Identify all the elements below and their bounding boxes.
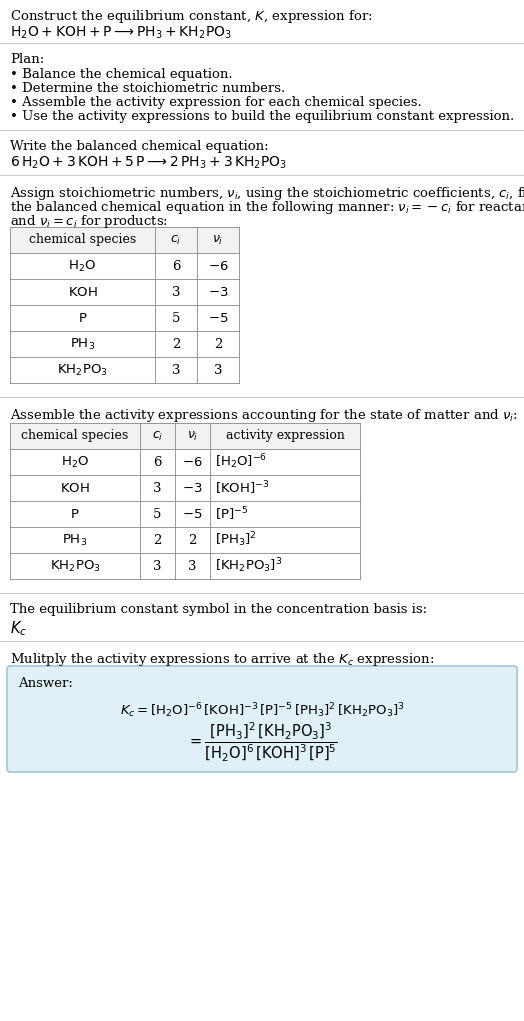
Text: • Use the activity expressions to build the equilibrium constant expression.: • Use the activity expressions to build …: [10, 110, 514, 123]
Text: 3: 3: [172, 363, 180, 377]
Text: 3: 3: [172, 286, 180, 298]
Text: 3: 3: [153, 560, 162, 573]
Text: • Balance the chemical equation.: • Balance the chemical equation.: [10, 68, 233, 81]
Text: 6: 6: [172, 259, 180, 273]
Bar: [10, 553, 360, 579]
Text: 3: 3: [188, 560, 196, 573]
Text: 5: 5: [154, 507, 162, 521]
Bar: [10, 227, 239, 253]
Bar: [10, 279, 239, 305]
Text: $\mathrm{KH_2PO_3}$: $\mathrm{KH_2PO_3}$: [57, 362, 108, 378]
Text: $K_c = [\mathrm{H_2O}]^{-6}\,[\mathrm{KOH}]^{-3}\,[\mathrm{P}]^{-5}\,[\mathrm{PH: $K_c = [\mathrm{H_2O}]^{-6}\,[\mathrm{KO…: [119, 701, 405, 720]
Text: The equilibrium constant symbol in the concentration basis is:: The equilibrium constant symbol in the c…: [10, 603, 427, 616]
Text: chemical species: chemical species: [21, 430, 128, 442]
Text: $[\mathrm{PH_3}]^{2}$: $[\mathrm{PH_3}]^{2}$: [215, 531, 257, 549]
Text: $\mathrm{KOH}$: $\mathrm{KOH}$: [60, 482, 90, 494]
Text: $\mathrm{P}$: $\mathrm{P}$: [78, 311, 88, 325]
Text: $\mathrm{PH_3}$: $\mathrm{PH_3}$: [62, 532, 88, 547]
Bar: [10, 305, 239, 331]
Text: Mulitply the activity expressions to arrive at the $K_c$ expression:: Mulitply the activity expressions to arr…: [10, 651, 434, 668]
Text: Assign stoichiometric numbers, $\nu_i$, using the stoichiometric coefficients, $: Assign stoichiometric numbers, $\nu_i$, …: [10, 185, 524, 202]
Text: 6: 6: [153, 455, 162, 469]
Text: $= \dfrac{[\mathrm{PH_3}]^{2}\,[\mathrm{KH_2PO_3}]^{3}}{[\mathrm{H_2O}]^{6}\,[\m: $= \dfrac{[\mathrm{PH_3}]^{2}\,[\mathrm{…: [187, 721, 337, 765]
Text: and $\nu_i = c_i$ for products:: and $\nu_i = c_i$ for products:: [10, 213, 168, 230]
Text: $[\mathrm{H_2O}]^{-6}$: $[\mathrm{H_2O}]^{-6}$: [215, 452, 267, 472]
Bar: [10, 527, 360, 553]
Text: $\mathrm{KOH}$: $\mathrm{KOH}$: [68, 286, 97, 298]
Text: $[\mathrm{P}]^{-5}$: $[\mathrm{P}]^{-5}$: [215, 505, 248, 523]
Text: $\mathrm{H_2O}$: $\mathrm{H_2O}$: [61, 454, 89, 470]
Text: Construct the equilibrium constant, $K$, expression for:: Construct the equilibrium constant, $K$,…: [10, 8, 373, 25]
Text: $c_i$: $c_i$: [152, 430, 163, 442]
FancyBboxPatch shape: [7, 666, 517, 772]
Text: $\mathrm{H_2O}$: $\mathrm{H_2O}$: [69, 258, 96, 274]
Text: $c_i$: $c_i$: [170, 234, 182, 246]
Text: 2: 2: [172, 338, 180, 350]
Bar: [10, 501, 360, 527]
Text: $-5$: $-5$: [182, 507, 203, 521]
Text: activity expression: activity expression: [225, 430, 344, 442]
Text: the balanced chemical equation in the following manner: $\nu_i = -c_i$ for react: the balanced chemical equation in the fo…: [10, 199, 524, 216]
Text: $-6$: $-6$: [208, 259, 228, 273]
Bar: [10, 423, 360, 449]
Text: Assemble the activity expressions accounting for the state of matter and $\nu_i$: Assemble the activity expressions accoun…: [10, 407, 518, 424]
Text: $\nu_i$: $\nu_i$: [212, 234, 224, 246]
Text: 3: 3: [153, 482, 162, 494]
Bar: [10, 331, 239, 357]
Text: 5: 5: [172, 311, 180, 325]
Text: $K_c$: $K_c$: [10, 619, 27, 638]
Text: $-6$: $-6$: [182, 455, 203, 469]
Text: $[\mathrm{KH_2PO_3}]^{3}$: $[\mathrm{KH_2PO_3}]^{3}$: [215, 556, 282, 576]
Text: Write the balanced chemical equation:: Write the balanced chemical equation:: [10, 140, 269, 153]
Text: $-3$: $-3$: [208, 286, 228, 298]
Bar: [10, 357, 239, 383]
Text: 2: 2: [214, 338, 222, 350]
Text: $\mathrm{PH_3}$: $\mathrm{PH_3}$: [70, 337, 95, 351]
Text: $\mathrm{KH_2PO_3}$: $\mathrm{KH_2PO_3}$: [50, 558, 101, 574]
Text: • Determine the stoichiometric numbers.: • Determine the stoichiometric numbers.: [10, 82, 285, 95]
Text: $[\mathrm{KOH}]^{-3}$: $[\mathrm{KOH}]^{-3}$: [215, 479, 269, 497]
Text: 2: 2: [154, 534, 162, 546]
Text: • Assemble the activity expression for each chemical species.: • Assemble the activity expression for e…: [10, 96, 422, 109]
Bar: [10, 253, 239, 279]
Text: 2: 2: [188, 534, 196, 546]
Text: $\nu_i$: $\nu_i$: [187, 430, 198, 442]
Text: $-5$: $-5$: [208, 311, 228, 325]
Text: $\mathrm{H_2O + KOH + P} \longrightarrow \mathrm{PH_3 + KH_2PO_3}$: $\mathrm{H_2O + KOH + P} \longrightarrow…: [10, 25, 232, 42]
Text: Answer:: Answer:: [18, 677, 73, 690]
Text: $\mathrm{P}$: $\mathrm{P}$: [70, 507, 80, 521]
Bar: [10, 449, 360, 475]
Bar: [10, 475, 360, 501]
Text: Plan:: Plan:: [10, 53, 44, 66]
Text: $\mathrm{6\,H_2O + 3\,KOH + 5\,P} \longrightarrow \mathrm{2\,PH_3 + 3\,KH_2PO_3}: $\mathrm{6\,H_2O + 3\,KOH + 5\,P} \longr…: [10, 155, 287, 172]
Text: 3: 3: [214, 363, 222, 377]
Text: $-3$: $-3$: [182, 482, 203, 494]
Text: chemical species: chemical species: [29, 234, 136, 246]
